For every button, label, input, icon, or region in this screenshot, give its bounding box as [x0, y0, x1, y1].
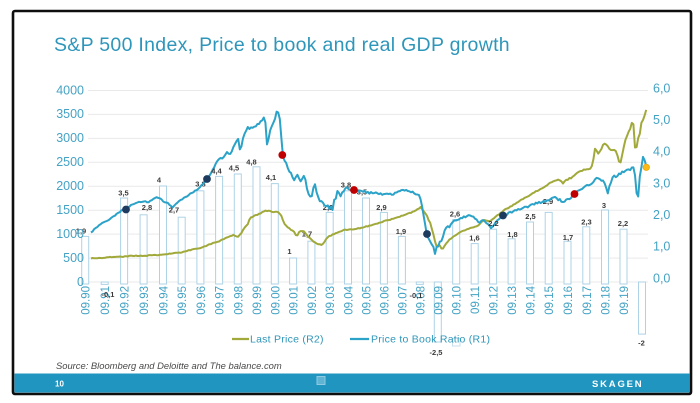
svg-text:3: 3 — [602, 201, 606, 210]
svg-text:09.07: 09.07 — [397, 286, 409, 315]
svg-text:-2: -2 — [638, 339, 645, 348]
svg-text:6,0: 6,0 — [653, 81, 670, 95]
svg-text:2,5: 2,5 — [525, 212, 535, 221]
svg-text:09.11: 09.11 — [470, 286, 482, 314]
svg-text:3,0: 3,0 — [653, 176, 670, 190]
svg-text:09.01: 09.01 — [289, 286, 301, 315]
svg-text:4,4: 4,4 — [211, 167, 222, 176]
svg-text:4,1: 4,1 — [266, 173, 276, 182]
svg-text:09.90: 09.90 — [81, 286, 93, 315]
svg-text:0: 0 — [77, 275, 84, 289]
svg-text:Source: Bloomberg and Deloitte: Source: Bloomberg and Deloitte and The b… — [56, 360, 282, 371]
svg-text:2,3: 2,3 — [581, 218, 591, 227]
svg-text:2,6: 2,6 — [450, 210, 460, 219]
svg-text:09.12: 09.12 — [489, 286, 501, 315]
svg-text:2,2: 2,2 — [488, 219, 498, 228]
svg-text:1: 1 — [287, 247, 291, 256]
svg-text:09.98: 09.98 — [233, 286, 245, 315]
svg-text:09.94: 09.94 — [159, 285, 171, 314]
svg-text:2,7: 2,7 — [169, 206, 179, 215]
svg-text:09.99: 09.99 — [252, 286, 264, 315]
svg-text:-0,1: -0,1 — [102, 290, 115, 299]
svg-text:09.05: 09.05 — [362, 286, 374, 315]
svg-text:4: 4 — [157, 175, 162, 184]
svg-text:5,0: 5,0 — [653, 113, 670, 127]
svg-text:1,9: 1,9 — [396, 227, 406, 236]
svg-text:09.00: 09.00 — [270, 286, 282, 315]
svg-text:2500: 2500 — [56, 155, 84, 169]
svg-text:09.19: 09.19 — [619, 286, 631, 315]
svg-text:1500: 1500 — [56, 203, 84, 217]
svg-text:09.95: 09.95 — [177, 286, 189, 315]
svg-text:4,5: 4,5 — [229, 164, 239, 173]
svg-text:10: 10 — [55, 380, 64, 389]
svg-text:09.15: 09.15 — [544, 286, 556, 315]
svg-text:3,8: 3,8 — [341, 181, 351, 190]
svg-text:2,9: 2,9 — [543, 197, 553, 206]
svg-text:09.09: 09.09 — [433, 286, 445, 315]
svg-text:1,0: 1,0 — [653, 240, 670, 254]
svg-text:09.08: 09.08 — [415, 286, 427, 315]
svg-text:09.93: 09.93 — [139, 286, 151, 315]
svg-text:-0,1: -0,1 — [410, 291, 423, 300]
svg-text:1000: 1000 — [56, 227, 84, 241]
svg-text:1,7: 1,7 — [563, 233, 573, 242]
svg-text:09.03: 09.03 — [325, 286, 337, 315]
svg-text:09.10: 09.10 — [452, 286, 464, 315]
svg-text:-2,5: -2,5 — [430, 348, 443, 357]
svg-text:09.17: 09.17 — [582, 286, 594, 315]
svg-text:SKAGEN: SKAGEN — [592, 379, 643, 390]
svg-text:4,8: 4,8 — [246, 158, 256, 167]
svg-text:3,8: 3,8 — [195, 180, 205, 189]
svg-text:2,9: 2,9 — [376, 203, 386, 212]
svg-text:4000: 4000 — [56, 83, 84, 97]
svg-text:3000: 3000 — [56, 131, 84, 145]
svg-text:3,5: 3,5 — [118, 189, 128, 198]
svg-text:09.96: 09.96 — [196, 286, 208, 315]
svg-text:0,0: 0,0 — [653, 271, 670, 285]
svg-text:2,8: 2,8 — [142, 203, 152, 212]
svg-text:500: 500 — [63, 251, 84, 265]
svg-text:S&P 500 Index, Price to book: S&P 500 Index, Price to book and real GD… — [54, 34, 510, 56]
svg-text:09.06: 09.06 — [379, 286, 391, 315]
svg-text:09.18: 09.18 — [601, 286, 613, 315]
svg-text:09.91: 09.91 — [100, 286, 112, 315]
svg-text:2,2: 2,2 — [618, 219, 628, 228]
svg-text:09.13: 09.13 — [507, 286, 519, 315]
svg-text:2000: 2000 — [56, 179, 84, 193]
svg-text:2,0: 2,0 — [653, 208, 670, 222]
svg-text:09.92: 09.92 — [120, 286, 132, 315]
svg-text:09.04: 09.04 — [344, 285, 356, 314]
svg-text:4,0: 4,0 — [653, 145, 670, 159]
svg-text:09.14: 09.14 — [526, 285, 538, 314]
svg-text:Last Price (R2): Last Price (R2) — [250, 334, 324, 346]
svg-text:3500: 3500 — [56, 107, 84, 121]
svg-text:1,9: 1,9 — [76, 227, 86, 236]
svg-text:1,6: 1,6 — [469, 234, 479, 243]
svg-text:1,8: 1,8 — [507, 230, 517, 239]
svg-text:09.97: 09.97 — [215, 286, 227, 315]
svg-text:Price to Book Ratio (R1): Price to Book Ratio (R1) — [371, 334, 490, 346]
svg-text:09.02: 09.02 — [307, 286, 319, 315]
svg-text:09.16: 09.16 — [563, 286, 575, 315]
